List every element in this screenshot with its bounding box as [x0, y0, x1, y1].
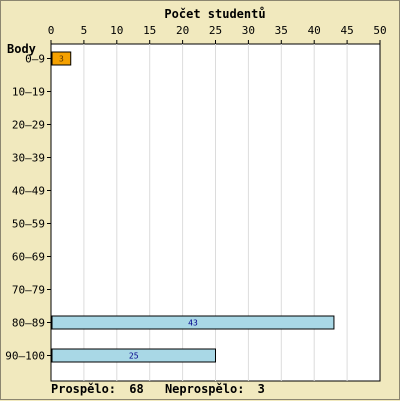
x-tick-label: 45 — [340, 24, 353, 37]
bar — [51, 315, 335, 330]
passed-value: 68 — [129, 382, 143, 396]
category-label: 90–100 — [5, 350, 45, 363]
bar-value-label: 3 — [59, 55, 64, 64]
category-label: 10–19 — [12, 86, 45, 99]
x-tick-label: 40 — [308, 24, 321, 37]
chart-title: Počet studentů — [164, 7, 265, 21]
bar-value-label: 43 — [188, 319, 198, 328]
y-axis-label: Body — [7, 42, 36, 56]
x-tick-label: 0 — [48, 24, 55, 37]
category-label: 20–29 — [12, 119, 45, 132]
x-tick-label: 35 — [275, 24, 288, 37]
failed-value: 3 — [258, 382, 265, 396]
x-tick-label: 25 — [209, 24, 222, 37]
x-axis-ticks: 0 5 10 15 20 25 30 35 40 45 50 — [48, 24, 387, 44]
summary: Prospělo: 68 Neprospělo: 3 — [51, 382, 265, 396]
category-label: 80–89 — [12, 317, 45, 330]
category-label: 0–9 — [25, 53, 45, 66]
failed-label: Neprospělo: — [165, 382, 244, 396]
bars: 3 43 25 — [51, 51, 335, 363]
bar — [51, 51, 72, 66]
category-label: 50–59 — [12, 218, 45, 231]
category-label: 60–69 — [12, 251, 45, 264]
bar — [51, 348, 216, 363]
category-label: 30–39 — [12, 152, 45, 165]
x-tick-label: 5 — [81, 24, 88, 37]
category-labels: 0–9 10–19 20–29 30–39 40–49 50–59 60–69 70–79 80… — [5, 53, 51, 363]
bar-value-label: 25 — [129, 352, 139, 361]
passed-label: Prospělo: — [51, 382, 116, 396]
x-tick-label: 50 — [373, 24, 386, 37]
x-tick-label: 10 — [110, 24, 123, 37]
x-tick-label: 30 — [242, 24, 255, 37]
category-label: 40–49 — [12, 185, 45, 198]
category-label: 70–79 — [12, 284, 45, 297]
x-tick-label: 15 — [143, 24, 156, 37]
x-tick-label: 20 — [176, 24, 189, 37]
